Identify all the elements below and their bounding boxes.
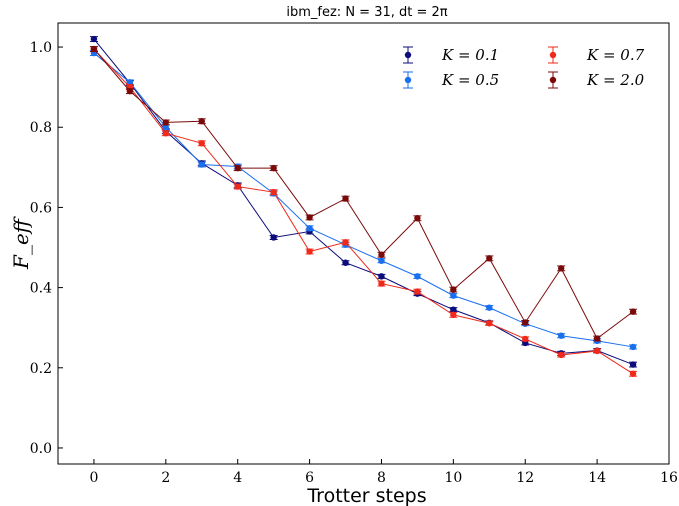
legend-label: K = 2.0 <box>586 71 645 89</box>
y-tick-label: 0.4 <box>30 281 52 297</box>
data-point <box>486 304 493 311</box>
legend: K = 0.1 K = 0.5 K = 0.7 K = 2.0 <box>403 46 645 89</box>
data-point <box>306 214 313 221</box>
data-point <box>198 118 205 125</box>
series-1 <box>89 35 638 368</box>
data-point <box>450 306 457 313</box>
data-point <box>234 183 241 190</box>
data-point <box>557 351 565 359</box>
x-tick-label: 8 <box>377 470 386 486</box>
legend-marker <box>549 76 557 84</box>
data-point <box>557 332 565 339</box>
data-point <box>342 239 349 246</box>
x-axis-ticks: 0 2 4 6 8 10 12 14 16 <box>89 459 678 486</box>
data-point <box>629 343 637 351</box>
data-point <box>90 35 98 43</box>
x-tick-label: 16 <box>660 470 678 486</box>
chart-title: ibm_fez: N = 31, dt = 2π <box>286 5 447 20</box>
data-point <box>378 251 385 258</box>
legend-item: K = 2.0 <box>548 71 645 89</box>
data-point <box>270 188 277 196</box>
data-point <box>378 257 385 264</box>
data-point <box>162 130 170 137</box>
data-point <box>593 347 601 355</box>
legend-marker <box>404 51 412 59</box>
legend-item: K = 0.7 <box>548 46 645 64</box>
data-point <box>450 292 457 299</box>
data-point <box>342 195 349 202</box>
y-tick-label: 0.8 <box>30 120 52 136</box>
series-line <box>93 38 634 366</box>
legend-item: K = 0.1 <box>403 46 499 64</box>
data-point <box>234 164 241 172</box>
legend-label: K = 0.1 <box>441 46 499 64</box>
y-tick-label: 1.0 <box>30 40 52 56</box>
series-3 <box>89 45 638 377</box>
x-tick-label: 0 <box>89 470 98 486</box>
data-point <box>629 308 637 315</box>
x-tick-label: 14 <box>588 470 606 486</box>
x-tick-label: 4 <box>233 470 242 486</box>
x-tick-label: 6 <box>305 470 314 486</box>
data-point <box>198 161 205 168</box>
data-point <box>522 319 529 326</box>
data-point <box>414 273 421 280</box>
y-tick-label: 0.6 <box>30 200 52 216</box>
data-point <box>414 215 421 222</box>
legend-marker <box>404 76 412 84</box>
data-point <box>629 370 637 377</box>
data-point <box>198 140 205 147</box>
data-point <box>378 273 385 280</box>
data-point <box>90 45 98 53</box>
legend-label: K = 0.5 <box>441 71 499 89</box>
data-point <box>270 234 277 241</box>
data-point <box>629 361 637 368</box>
data-point <box>593 335 601 342</box>
x-axis-label: Trotter steps <box>306 485 426 506</box>
y-axis-ticks: 0.0 0.2 0.4 0.6 0.8 1.0 <box>30 40 63 457</box>
x-tick-label: 2 <box>161 470 170 486</box>
data-point <box>450 286 457 293</box>
data-point <box>486 320 493 327</box>
x-tick-label: 12 <box>516 470 534 486</box>
data-point <box>270 164 277 172</box>
data-point <box>306 248 313 255</box>
data-point <box>126 87 134 95</box>
series-layer <box>89 35 638 377</box>
legend-item: K = 0.5 <box>403 71 499 89</box>
series-2 <box>89 49 638 351</box>
series-line <box>93 48 634 340</box>
y-axis-label: F_eff <box>9 215 33 270</box>
legend-marker <box>549 51 557 59</box>
series-line <box>93 48 634 375</box>
y-tick-label: 0.0 <box>30 441 52 457</box>
series-4 <box>89 45 638 342</box>
x-tick-label: 10 <box>444 470 462 486</box>
data-point <box>162 124 170 131</box>
legend-label: K = 0.7 <box>586 46 645 64</box>
data-point <box>162 119 170 126</box>
series-line <box>93 52 634 348</box>
data-point <box>522 335 529 343</box>
data-point <box>306 225 313 232</box>
data-point <box>450 311 457 319</box>
y-tick-label: 0.2 <box>30 361 52 377</box>
plot-frame <box>57 22 670 465</box>
data-point <box>486 255 493 262</box>
data-point <box>378 280 385 287</box>
data-point <box>414 288 421 295</box>
data-point <box>342 259 349 266</box>
data-point <box>557 265 565 272</box>
data-point <box>126 79 134 86</box>
